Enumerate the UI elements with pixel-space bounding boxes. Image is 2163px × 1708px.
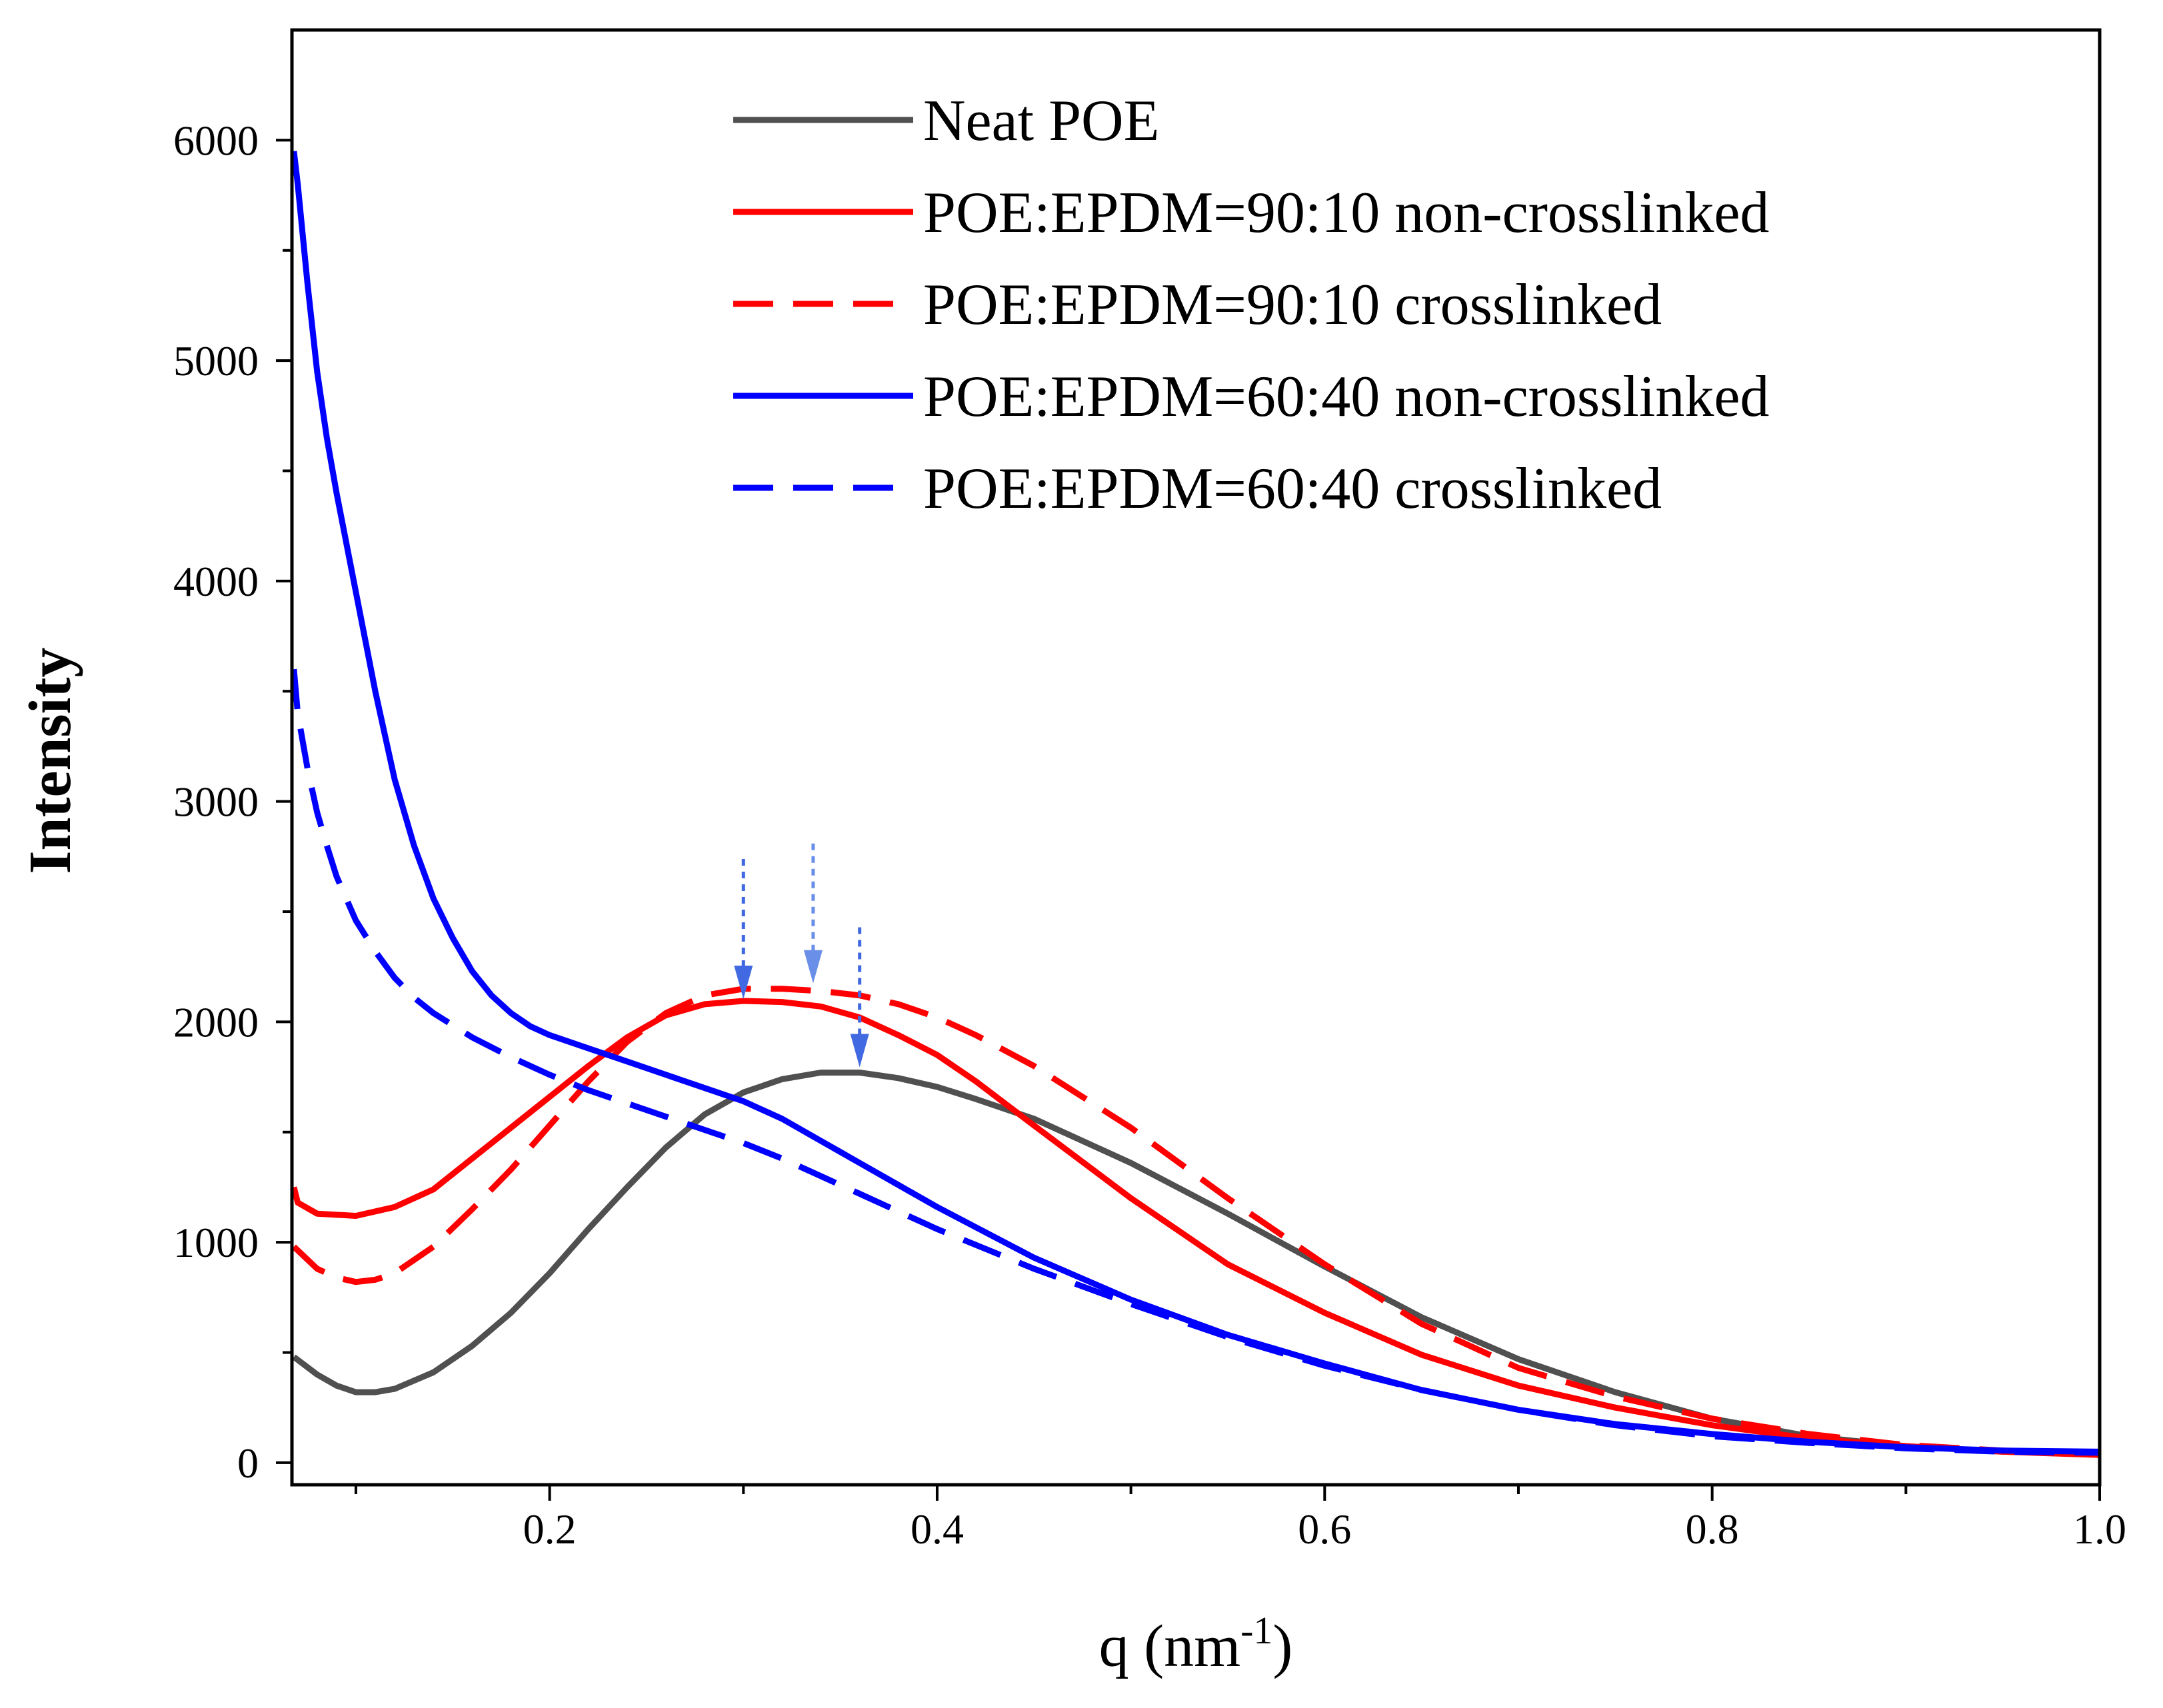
- legend-label: POE:EPDM=90:10 non-crosslinked: [923, 181, 1769, 245]
- y-tick-label: 5000: [173, 337, 259, 385]
- y-tick-label: 3000: [173, 778, 259, 826]
- x-tick-label: 0.2: [523, 1505, 577, 1553]
- plot-frame: [290, 28, 2102, 1487]
- peak-marker-arrowhead: [734, 965, 753, 999]
- legend-label: Neat POE: [923, 89, 1159, 153]
- tick-label-layer: 0.2 0.4 0.6 0.8 1.0 0 1000 2000 3000 4000 5000 6000: [173, 117, 2126, 1553]
- series-line-2: [292, 998, 2100, 1458]
- peak-marker-2: [803, 843, 823, 984]
- series-line-1: [292, 1070, 2100, 1457]
- y-axis-title: Intensity: [17, 647, 83, 874]
- x-tick-label: 0.4: [911, 1505, 964, 1553]
- peak-marker-layer: [734, 843, 869, 1068]
- legend-item-3: POE:EPDM=90:10 crosslinked: [733, 273, 1662, 337]
- series-layer: [292, 151, 2100, 1458]
- x-axis-title: q (nm-1): [1099, 1609, 1293, 1679]
- y-tick-label: 0: [237, 1439, 259, 1487]
- y-tick-label: 1000: [173, 1219, 259, 1266]
- peak-marker-1: [734, 858, 753, 999]
- x-tick-label: 1.0: [2073, 1505, 2126, 1553]
- y-tick-label: 6000: [173, 117, 259, 164]
- peak-marker-arrowhead: [803, 950, 823, 984]
- legend: Neat POE POE:EPDM=90:10 non-crosslinked PO…: [733, 89, 1769, 521]
- legend-item-2: POE:EPDM=90:10 non-crosslinked: [733, 181, 1769, 245]
- series-line-5: [292, 668, 2100, 1456]
- legend-label: POE:EPDM=60:40 crosslinked: [923, 456, 1662, 521]
- y-tick-label: 2000: [173, 998, 259, 1046]
- tick-layer: [276, 139, 2101, 1501]
- peak-marker-arrowhead: [850, 1034, 869, 1068]
- legend-item-4: POE:EPDM=60:40 non-crosslinked: [733, 365, 1769, 429]
- legend-label: POE:EPDM=60:40 non-crosslinked: [923, 365, 1769, 429]
- peak-marker-3: [850, 927, 869, 1068]
- x-tick-label: 0.6: [1298, 1505, 1351, 1553]
- legend-item-5: POE:EPDM=60:40 crosslinked: [733, 456, 1662, 521]
- legend-label: POE:EPDM=90:10 crosslinked: [923, 273, 1662, 337]
- y-tick-label: 4000: [173, 558, 259, 605]
- legend-item-1: Neat POE: [733, 89, 1159, 153]
- series-line-3: [292, 986, 2100, 1457]
- x-axis-title-superscript: -1: [1240, 1609, 1272, 1652]
- x-tick-label: 0.8: [1686, 1505, 1739, 1553]
